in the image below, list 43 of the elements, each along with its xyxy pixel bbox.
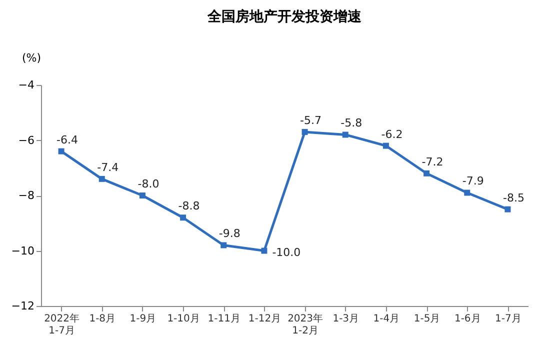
x-tick-label: 1-9月	[130, 314, 156, 324]
text: -8.8	[178, 200, 200, 213]
y-axis-title: (%)	[22, 52, 42, 64]
y-tick-label: −10	[11, 244, 34, 258]
y-tick-label: −12	[11, 300, 34, 312]
text: -9.8	[218, 227, 240, 240]
x-tick-label: 1-5月	[414, 314, 440, 324]
point	[504, 206, 511, 212]
text: -6.2	[381, 128, 403, 141]
text: -8.5	[502, 191, 524, 204]
point	[342, 132, 348, 138]
chart-title: 全国房地产开发投资增速	[206, 8, 362, 25]
text: -7.9	[462, 174, 484, 188]
point	[139, 192, 146, 198]
x-tick-label: 1-12月	[248, 314, 282, 324]
text: -5.7	[300, 114, 322, 127]
point	[180, 214, 186, 221]
point	[98, 176, 105, 182]
text: -7.2	[422, 155, 444, 168]
y-tick-label: −4	[18, 78, 34, 92]
point	[58, 148, 64, 154]
text: -7.4	[97, 160, 119, 174]
text: -10.0	[272, 246, 301, 259]
x-tick-label: 1-4月	[373, 314, 400, 324]
y-tick-label: −8	[18, 189, 34, 202]
point	[302, 128, 308, 135]
x-tick-label: 1-7月	[495, 314, 522, 324]
x-tick-label: 2023年 1-2月	[288, 312, 324, 336]
y-tick-label: −6	[18, 134, 34, 147]
x-tick-label: 1-3月	[332, 314, 360, 324]
point	[464, 190, 470, 196]
x-tick-label: 1-8月	[89, 314, 116, 324]
text: -5.8	[340, 116, 362, 130]
text: -8.0	[138, 178, 160, 190]
x-tick-label: 1-10月	[167, 314, 200, 324]
x-tick-label: 1-6月	[454, 314, 481, 324]
point	[424, 170, 430, 176]
x-tick-label: 2022年 1-7月	[44, 312, 80, 336]
text: -6.4	[56, 133, 78, 146]
point	[261, 248, 268, 254]
point	[220, 242, 227, 248]
x-tick-label: 1-11月	[208, 314, 240, 324]
point	[382, 142, 389, 149]
